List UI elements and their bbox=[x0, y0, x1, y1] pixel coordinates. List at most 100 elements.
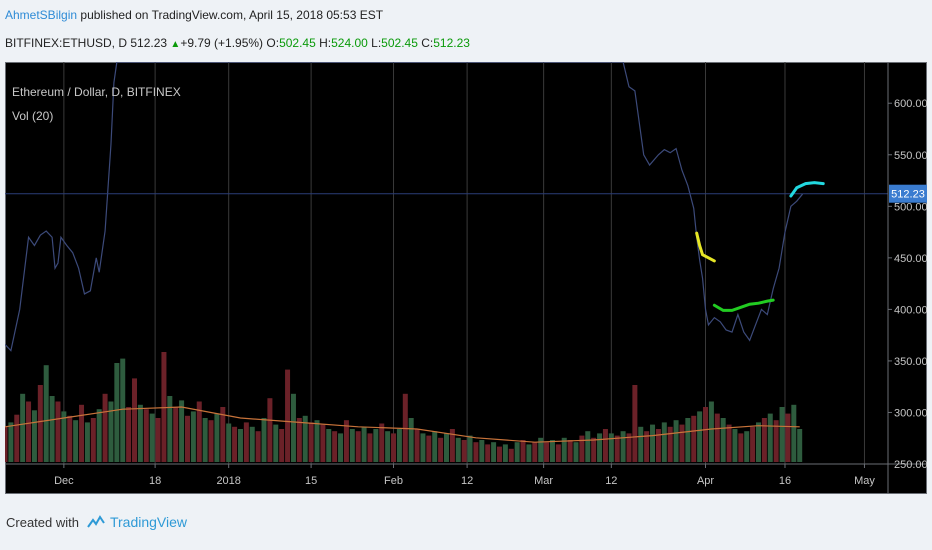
volume-bar bbox=[744, 431, 750, 462]
volume-bar bbox=[632, 385, 638, 462]
price-line bbox=[5, 62, 804, 352]
x-tick-label: 15 bbox=[305, 475, 317, 487]
legend-main: Ethereum / Dollar, D, BITFINEX bbox=[12, 85, 181, 99]
author-link[interactable]: AhmetSBilgin bbox=[5, 8, 78, 22]
volume-bar bbox=[691, 415, 697, 462]
symbol-label: BITFINEX:ETHUSD, D bbox=[5, 36, 128, 50]
x-tick-label: Mar bbox=[534, 475, 553, 487]
low-label: L: bbox=[371, 36, 382, 50]
price-chart[interactable]: 600.00 550.00 500.00 450.00 400.00 350.00 300.… bbox=[5, 62, 927, 494]
time-axis: Dec 18 2018 15 Feb 12 Mar 12 Apr 16 May bbox=[54, 464, 875, 487]
volume-bar bbox=[37, 385, 43, 462]
volume-bar bbox=[26, 401, 32, 462]
volume-bars bbox=[5, 352, 803, 462]
y-tick-label: 350.00 bbox=[894, 356, 927, 368]
volume-bar bbox=[43, 365, 49, 462]
x-tick-label: Feb bbox=[384, 475, 403, 487]
volume-bar bbox=[467, 435, 473, 462]
volume-bar bbox=[308, 422, 314, 462]
y-tick-label: 300.00 bbox=[894, 407, 927, 419]
volume-bar bbox=[544, 442, 550, 462]
volume-bar bbox=[420, 433, 426, 462]
volume-bar bbox=[137, 404, 143, 462]
volume-bar bbox=[720, 418, 726, 462]
x-tick-label: Apr bbox=[697, 475, 714, 487]
volume-bar bbox=[220, 407, 226, 462]
volume-bar bbox=[332, 431, 338, 462]
x-tick-label: 12 bbox=[461, 475, 473, 487]
published-text: published on TradingView.com, April 15, … bbox=[80, 8, 384, 22]
volume-bar bbox=[567, 440, 573, 462]
last-price-tag-label: 512.23 bbox=[891, 189, 925, 201]
y-tick-label: 550.00 bbox=[894, 150, 927, 162]
volume-bar bbox=[655, 429, 661, 462]
volume-bar bbox=[237, 429, 243, 462]
volume-bar bbox=[208, 420, 214, 462]
volume-bar bbox=[426, 435, 432, 462]
volume-bar bbox=[673, 420, 679, 462]
volume-bar bbox=[161, 352, 167, 462]
volume-bar bbox=[685, 418, 691, 462]
tradingview-brand[interactable]: TradingView bbox=[109, 514, 188, 530]
y-tick-label: 450.00 bbox=[894, 253, 927, 265]
volume-bar bbox=[90, 418, 96, 462]
volume-bar bbox=[797, 429, 803, 462]
volume-bar bbox=[750, 426, 756, 462]
volume-bar bbox=[249, 426, 255, 462]
volume-bar bbox=[449, 429, 455, 462]
volume-bar bbox=[697, 411, 703, 462]
volume-bar bbox=[526, 444, 532, 462]
volume-bar bbox=[385, 431, 391, 462]
volume-bar bbox=[726, 424, 732, 462]
price-change: +9.79 (+1.95%) bbox=[180, 36, 264, 50]
volume-bar bbox=[661, 422, 667, 462]
volume-bar bbox=[355, 431, 361, 462]
close-label: C: bbox=[421, 36, 434, 50]
volume-bar bbox=[538, 437, 544, 462]
volume-bar bbox=[732, 429, 738, 462]
volume-bar bbox=[708, 401, 714, 462]
volume-bar bbox=[349, 429, 355, 462]
volume-bar bbox=[767, 413, 773, 462]
volume-bar bbox=[202, 418, 208, 462]
volume-bar bbox=[491, 442, 497, 462]
volume-bar bbox=[361, 426, 367, 462]
volume-bar bbox=[785, 413, 791, 462]
volume-bar bbox=[108, 401, 114, 462]
volume-bar bbox=[573, 442, 579, 462]
legend-vol: Vol (20) bbox=[12, 109, 53, 123]
volume-bar bbox=[73, 420, 79, 462]
low-value: 502.45 bbox=[381, 36, 418, 50]
volume-bar bbox=[320, 424, 326, 462]
volume-bar bbox=[232, 426, 238, 462]
volume-bar bbox=[555, 444, 561, 462]
volume-bar bbox=[502, 444, 508, 462]
y-tick-label: 600.00 bbox=[894, 98, 927, 110]
volume-bar bbox=[167, 396, 173, 462]
volume-bar bbox=[408, 418, 414, 462]
volume-bar bbox=[5, 426, 8, 462]
volume-bar bbox=[343, 420, 349, 462]
volume-bar bbox=[84, 422, 90, 462]
volume-bar bbox=[173, 407, 179, 462]
volume-bar bbox=[373, 429, 379, 462]
volume-bar bbox=[626, 433, 632, 462]
volume-bar bbox=[338, 433, 344, 462]
volume-bar bbox=[432, 431, 438, 462]
volume-bar bbox=[126, 407, 132, 462]
volume-bar bbox=[285, 369, 291, 462]
volume-bar bbox=[667, 426, 673, 462]
volume-bar bbox=[314, 420, 320, 462]
volume-bar bbox=[461, 440, 467, 462]
volume-bar bbox=[20, 393, 26, 462]
price-axis: 600.00 550.00 500.00 450.00 400.00 350.00 300.… bbox=[888, 98, 927, 471]
volume-bar bbox=[96, 409, 102, 462]
volume-bar bbox=[755, 422, 761, 462]
volume-bar bbox=[396, 429, 402, 462]
publication-info: AhmetSBilgin published on TradingView.co… bbox=[5, 8, 383, 22]
volume-bar bbox=[61, 411, 67, 462]
x-tick-label: 16 bbox=[779, 475, 791, 487]
volume-bar bbox=[585, 431, 591, 462]
volume-bar bbox=[279, 429, 285, 462]
open-label: O: bbox=[266, 36, 280, 50]
